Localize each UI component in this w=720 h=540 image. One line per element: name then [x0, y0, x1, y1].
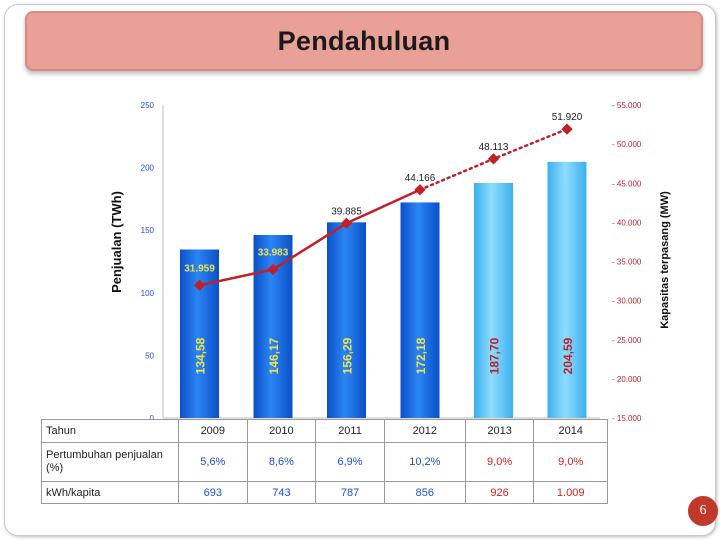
- line-value-label: 48.113: [479, 142, 509, 153]
- table-cell: 787: [315, 481, 385, 504]
- page-number-badge: 6: [688, 496, 718, 526]
- line-point: [561, 123, 573, 135]
- y2-tick-label: - 25.000: [612, 336, 642, 345]
- y2-tick-label: - 30.000: [612, 297, 642, 306]
- line-value-label: 51.920: [552, 112, 583, 123]
- table-row-kwh: kWh/kapita 693 743 787 856 926 1.009: [41, 481, 608, 504]
- line-series-actual: [199, 188, 421, 287]
- slide-title: Pendahuluan: [277, 25, 451, 56]
- bar: [327, 222, 366, 418]
- table-cell: 2010: [246, 419, 317, 443]
- bar-value-label: 172,18: [414, 337, 428, 374]
- line-value-label: 33.983: [258, 247, 289, 258]
- y2-tick-label: - 20.000: [612, 375, 642, 384]
- y-tick-label: 100: [141, 289, 155, 298]
- line-point: [414, 184, 426, 196]
- table-cell: 693: [178, 481, 248, 504]
- table-cell: 8,6%: [246, 442, 317, 482]
- table-cell: 9,0%: [464, 442, 535, 482]
- bar: [400, 202, 440, 418]
- table-row-label: Pertumbuhan penjualan (%): [41, 442, 179, 482]
- title-bar: Pendahuluan: [25, 11, 703, 71]
- bar-value-label: 146,17: [267, 337, 281, 374]
- line-point: [487, 153, 500, 165]
- y2-axis-title: Kapasitas terpasang (MW): [659, 191, 671, 329]
- line-point: [193, 279, 206, 291]
- table-cell: 2009: [178, 419, 248, 443]
- y-axis-title: Penjualan (TWh): [109, 191, 124, 293]
- y2-tick-label: - 40.000: [612, 218, 642, 227]
- bar-value-label: 204,59: [561, 337, 575, 374]
- y-tick-label: 150: [141, 226, 155, 235]
- data-table: Tahun 2009 2010 2011 2012 2013 2014 Pert…: [41, 419, 608, 504]
- y2-tick-label: - 15.000: [612, 414, 642, 423]
- table-cell: 10,2%: [383, 442, 466, 482]
- table-cell: 1.009: [533, 481, 608, 504]
- y-tick-label: 0: [150, 414, 155, 423]
- table-cell: 2014: [533, 419, 608, 443]
- table-cell: 2013: [464, 419, 535, 443]
- bar: [474, 182, 513, 418]
- table-row-label: Tahun: [41, 419, 179, 443]
- line-point: [340, 217, 353, 229]
- line-value-label: 31.959: [184, 263, 215, 274]
- y2-tick-label: - 50.000: [612, 140, 642, 149]
- bar: [180, 249, 219, 418]
- bar-value-label: 134,58: [194, 337, 208, 374]
- table-cell: 743: [246, 481, 317, 504]
- y2-tick-label: - 55.000: [612, 101, 642, 110]
- table-row-label: kWh/kapita: [41, 481, 179, 504]
- y2-tick-label: - 45.000: [612, 179, 642, 188]
- bar-value-label: 156,29: [341, 337, 355, 374]
- line-point: [267, 263, 279, 276]
- table-row-year: Tahun 2009 2010 2011 2012 2013 2014: [41, 419, 608, 443]
- y-tick-label: 250: [141, 101, 155, 110]
- line-value-label: 44.166: [405, 173, 436, 184]
- line-value-label: 39.885: [331, 206, 362, 217]
- table-cell: 6,9%: [315, 442, 385, 482]
- y2-tick-label: - 35.000: [612, 258, 642, 267]
- y-tick-label: 200: [141, 164, 155, 173]
- table-cell: 9,0%: [533, 442, 608, 482]
- table-cell: 926: [464, 481, 535, 504]
- y-tick-label: 50: [145, 351, 154, 360]
- bar-value-label: 187,70: [488, 337, 502, 374]
- table-row-growth: Pertumbuhan penjualan (%) 5,6% 8,6% 6,9%…: [41, 442, 608, 482]
- table-cell: 2011: [315, 419, 385, 443]
- table-cell: 856: [383, 481, 466, 504]
- table-cell: 2012: [383, 419, 466, 443]
- bar: [253, 234, 293, 418]
- bar: [547, 161, 587, 418]
- table-cell: 5,6%: [178, 442, 248, 482]
